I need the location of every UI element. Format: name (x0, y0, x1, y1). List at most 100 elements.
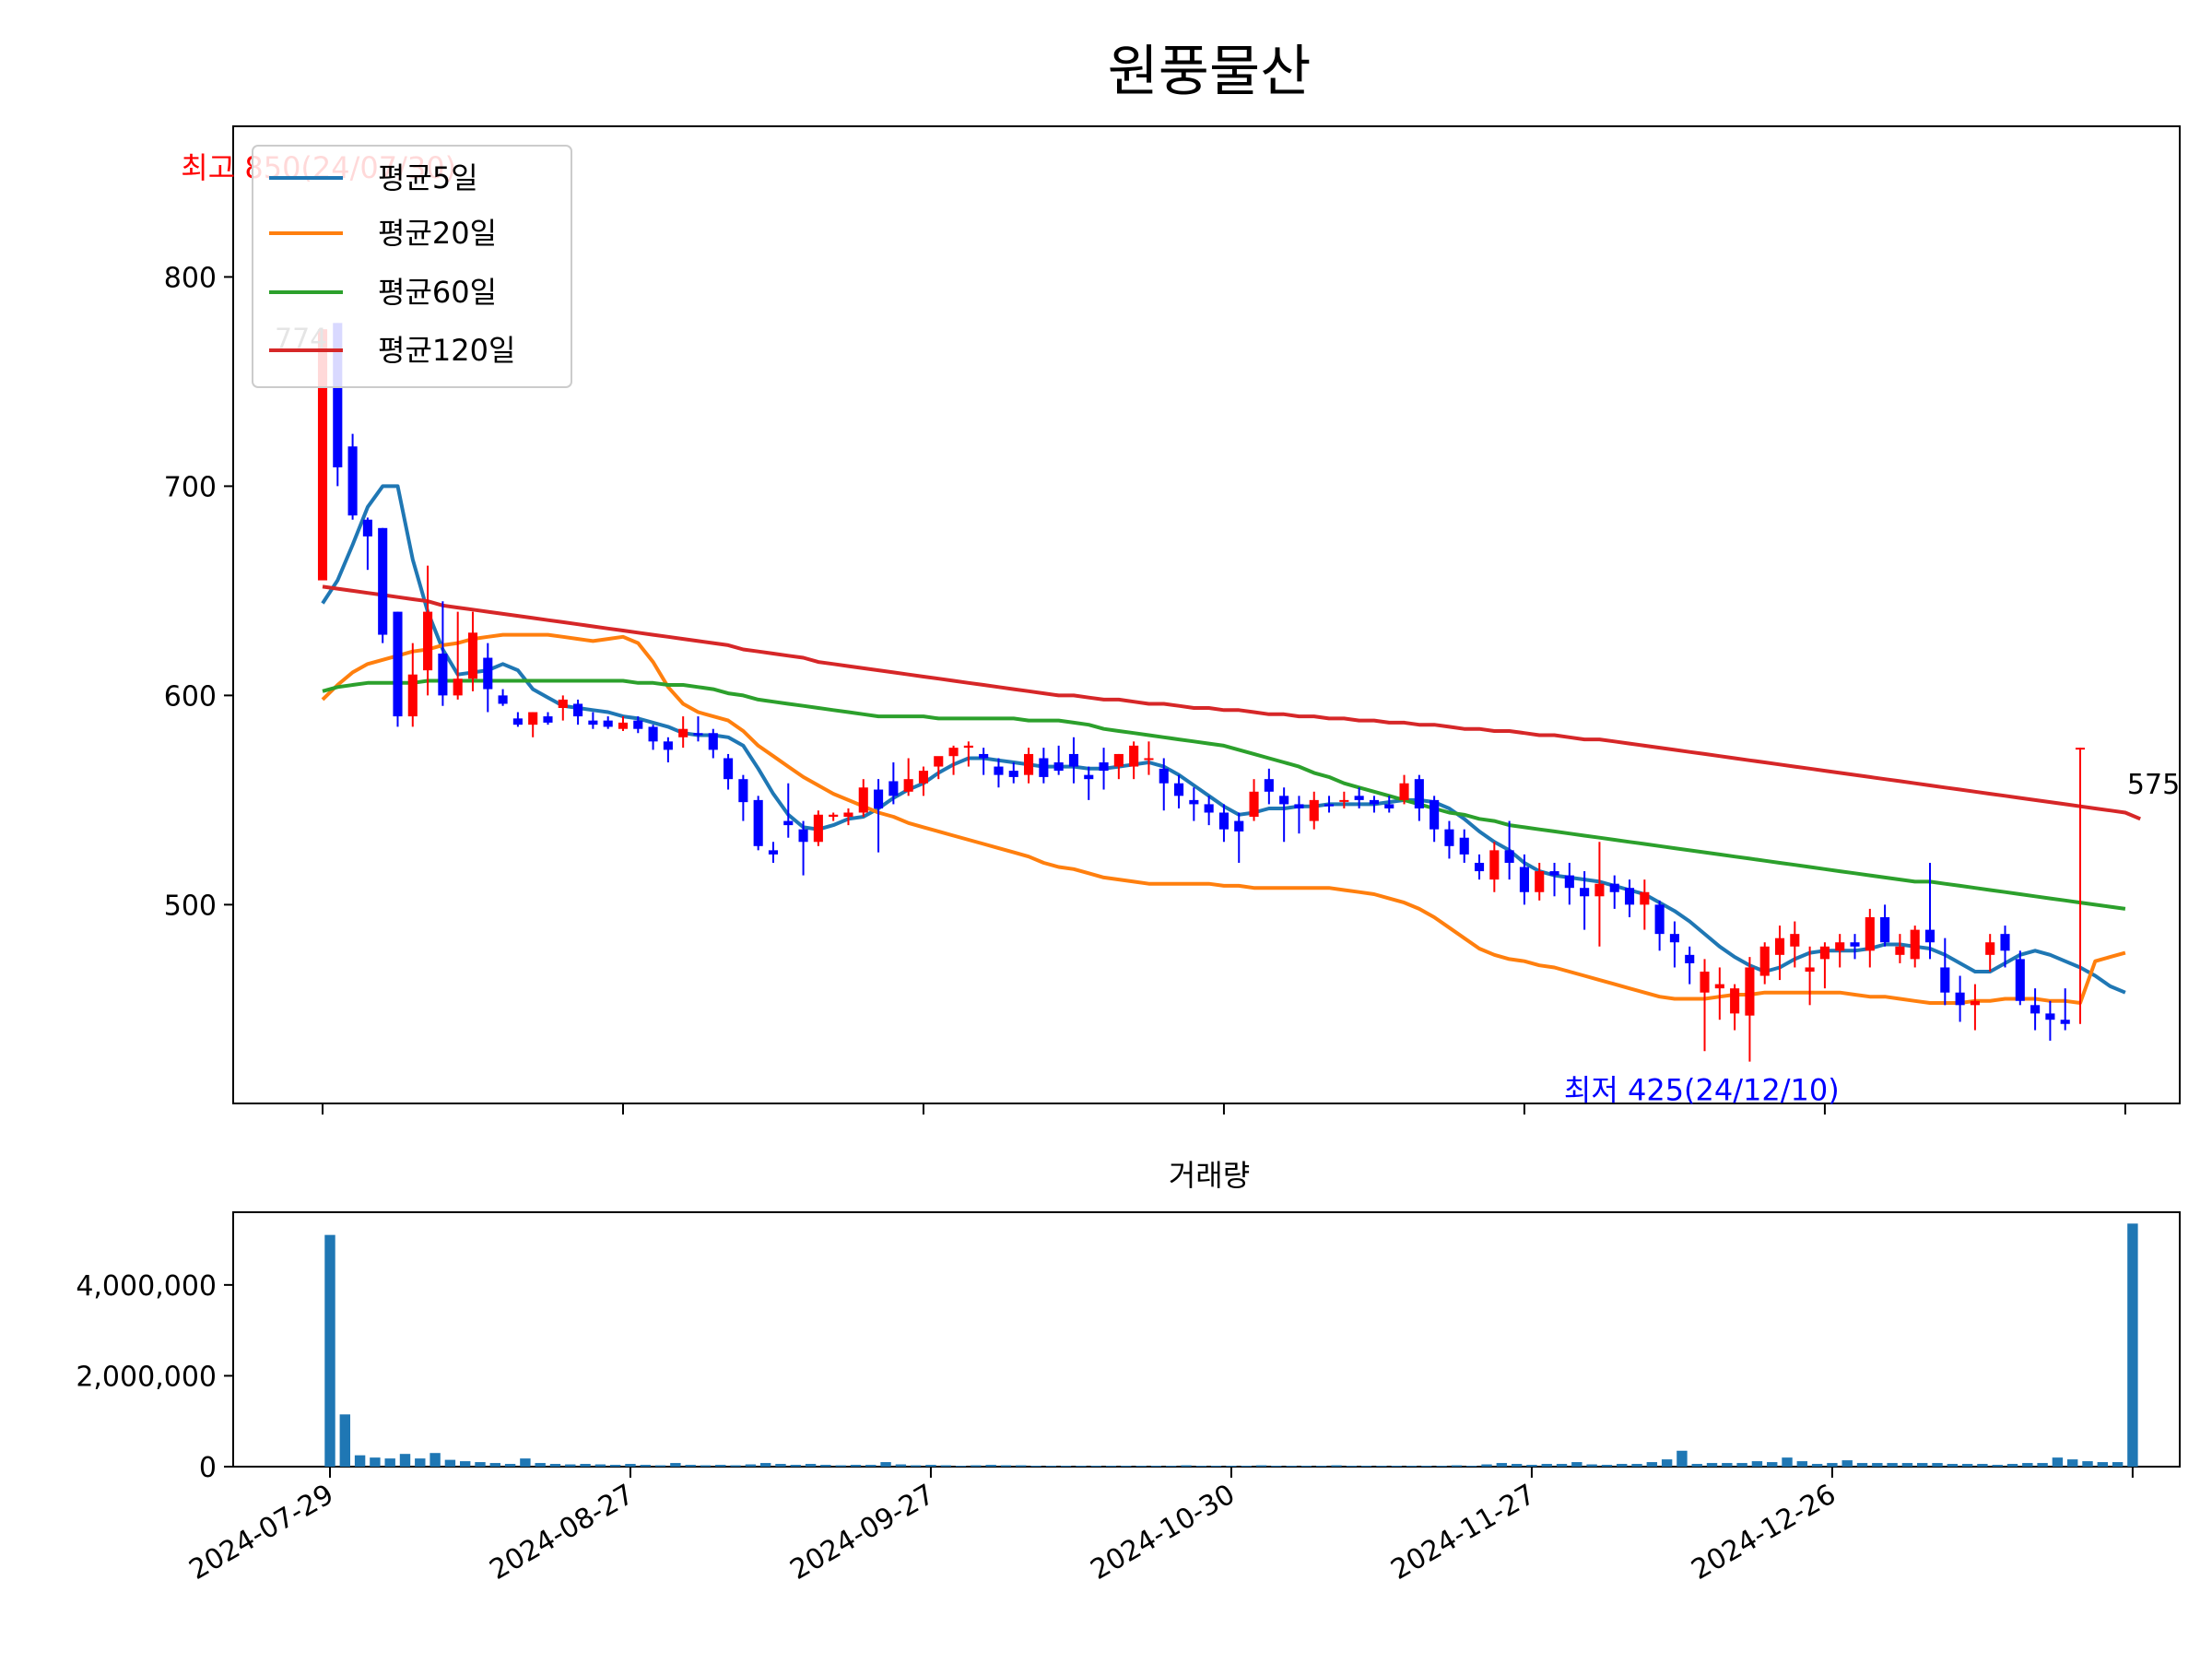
candle-body (1474, 862, 1485, 872)
low-price-annotation: 최저 425(24/12/10) (1564, 1073, 1840, 1108)
y-tick-label: 600 (164, 680, 217, 713)
volume-y-tick-label: 2,000,000 (76, 1361, 217, 1393)
volume-bar (489, 1463, 500, 1467)
volume-bar (1917, 1463, 1928, 1467)
candle-body (528, 712, 538, 725)
candle-body (768, 850, 779, 855)
volume-bar (444, 1459, 456, 1467)
candle (1489, 842, 1500, 892)
volume-bar (1827, 1463, 1838, 1467)
candle-body (1865, 916, 1875, 951)
candle (678, 716, 688, 749)
candle-body (1249, 791, 1259, 818)
candle (1279, 787, 1289, 843)
volume-bar (1811, 1464, 1823, 1467)
candle-body (603, 720, 613, 727)
candle-body (1880, 916, 1890, 943)
volume-bar (1767, 1462, 1778, 1467)
candle (1294, 796, 1304, 834)
candle (903, 758, 913, 796)
candle-body (573, 703, 583, 717)
candle (963, 741, 973, 767)
candle (918, 766, 929, 796)
volume-bar (1901, 1463, 1913, 1467)
volume-bar (2112, 1462, 2124, 1467)
candle-body (1008, 771, 1018, 777)
candle-body (512, 718, 523, 725)
candle-body (1535, 871, 1545, 892)
candle (948, 745, 959, 775)
candle-body (903, 779, 913, 792)
volume-title: 거래량 (1169, 1158, 1250, 1193)
candle (2030, 988, 2041, 1031)
candle-body (1519, 867, 1529, 892)
candle-body (798, 829, 808, 843)
candle-body (724, 758, 734, 780)
volume-bar (880, 1462, 891, 1467)
volume-bar (565, 1464, 576, 1467)
volume-bar (625, 1464, 636, 1467)
candle-body (948, 748, 959, 757)
candle (1384, 796, 1394, 813)
candle (783, 783, 794, 838)
candle (2045, 1000, 2055, 1041)
volume-bar (1451, 1465, 1463, 1467)
candle (693, 716, 703, 742)
volume-bar (1887, 1463, 1898, 1467)
volume-bar (594, 1464, 606, 1467)
candle (888, 762, 899, 805)
volume-bar (1406, 1466, 1418, 1467)
candle-body (1414, 779, 1424, 808)
volume-bar (415, 1458, 426, 1467)
candle (708, 728, 718, 759)
candle-body (1940, 967, 1950, 993)
volume-bar (971, 1465, 982, 1467)
candle-body (1805, 967, 1815, 973)
candle (1835, 934, 1845, 968)
candle (1609, 875, 1619, 909)
volume-bar (670, 1463, 681, 1467)
volume-bar (1947, 1464, 1959, 1467)
candle (2015, 950, 2025, 1006)
legend-entry-ma60: 평균60일 (269, 275, 497, 310)
candle-body (2000, 934, 2010, 951)
candle (1640, 879, 1650, 930)
candle (393, 611, 403, 727)
candle (2075, 748, 2086, 1024)
candle (1564, 862, 1574, 905)
candle (1039, 748, 1049, 784)
volume-bar (1691, 1464, 1702, 1467)
candle (1865, 908, 1875, 968)
volume-bar (850, 1465, 862, 1467)
volume-bar (1090, 1466, 1101, 1467)
candle-body (1895, 946, 1905, 955)
candle (1880, 904, 1890, 947)
candle-body (1745, 967, 1755, 1016)
candle-body (843, 812, 853, 818)
volume-bar (1556, 1464, 1568, 1467)
candle (528, 712, 538, 737)
volume-bar (339, 1414, 351, 1467)
volume-bar (1677, 1450, 1688, 1467)
candle (1249, 779, 1259, 821)
candle (438, 601, 448, 706)
candle-body (1399, 783, 1409, 800)
volume-bar (475, 1462, 486, 1467)
candle-body (1218, 812, 1230, 830)
candle-body (918, 771, 929, 784)
candle (558, 695, 568, 721)
candle-body (438, 653, 448, 696)
candle-body (963, 745, 973, 749)
candlesticks (317, 323, 2086, 1062)
price-plot-frame (232, 125, 2181, 1104)
volume-bar (1195, 1466, 1207, 1467)
candle (1234, 812, 1244, 863)
volume-bar (1346, 1466, 1358, 1467)
volume-bar (1300, 1466, 1312, 1467)
legend-label-ma20: 평균20일 (378, 216, 497, 251)
volume-bar (1466, 1466, 1477, 1467)
legend-label-ma60: 평균60일 (378, 275, 497, 310)
volume-bar (609, 1465, 621, 1467)
candle (467, 611, 478, 691)
